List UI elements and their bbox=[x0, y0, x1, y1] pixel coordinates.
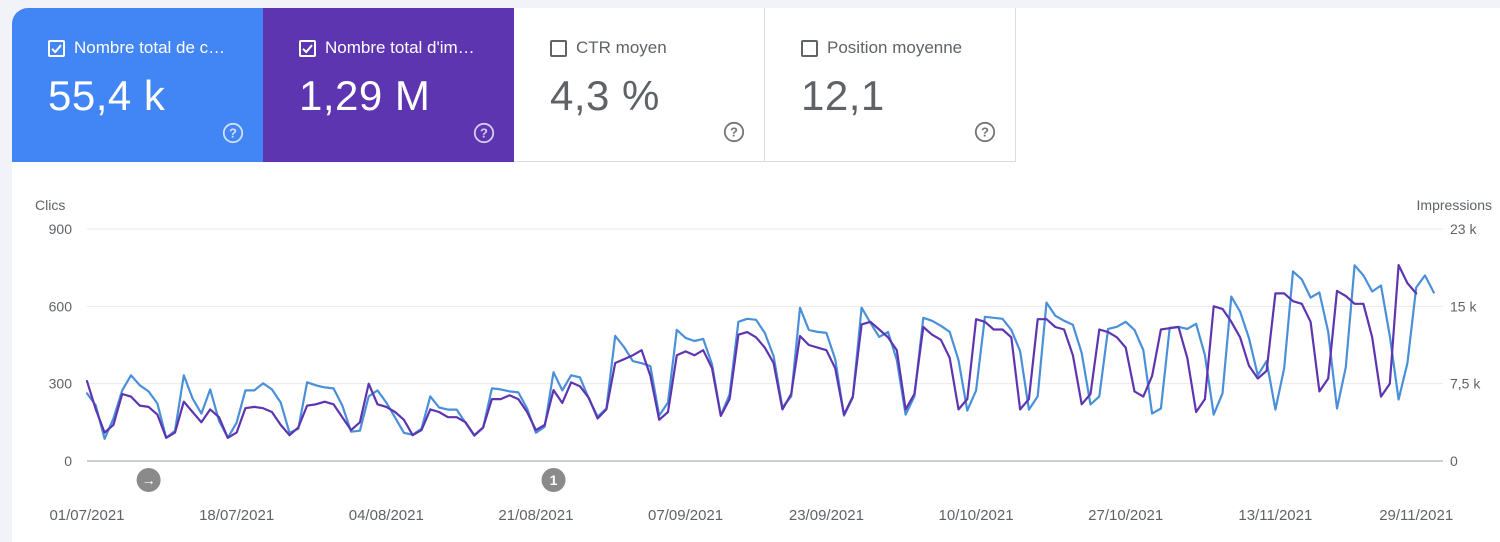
checkbox-icon[interactable] bbox=[550, 39, 567, 57]
checkmark-icon bbox=[302, 44, 313, 53]
help-icon[interactable]: ? bbox=[974, 121, 996, 143]
x-tick-label: 01/07/2021 bbox=[49, 507, 124, 524]
metric-value: 4,3 % bbox=[550, 72, 660, 119]
x-tick-label: 27/10/2021 bbox=[1088, 507, 1163, 524]
annotation-marker[interactable]: 1 bbox=[541, 468, 566, 492]
y-left-tick-label: 0 bbox=[64, 453, 72, 469]
metric-value: 12,1 bbox=[801, 72, 885, 119]
metric-card-average-ctr[interactable]: CTR moyen 4,3 % ? bbox=[514, 8, 765, 162]
checkbox-icon[interactable] bbox=[299, 39, 316, 57]
svg-text:?: ? bbox=[730, 125, 738, 140]
y-right-tick-label: 23 k bbox=[1450, 221, 1477, 237]
metric-cards: Nombre total de c… 55,4 k ? Nombre total… bbox=[12, 8, 1016, 162]
annotation-marker[interactable]: → bbox=[136, 468, 161, 492]
checkmark-icon bbox=[51, 44, 62, 53]
help-icon[interactable]: ? bbox=[473, 122, 495, 144]
checkbox-icon[interactable] bbox=[801, 39, 818, 57]
help-icon[interactable]: ? bbox=[222, 122, 244, 144]
y-axis-right-title: Impressions bbox=[1417, 197, 1492, 213]
annotation-marker-circle bbox=[541, 468, 566, 492]
metric-card-average-position[interactable]: Position moyenne 12,1 ? bbox=[765, 8, 1016, 162]
x-tick-label: 18/07/2021 bbox=[199, 507, 274, 524]
annotation-marker-circle bbox=[136, 468, 161, 492]
x-tick-label: 13/11/2021 bbox=[1238, 507, 1312, 524]
x-tick-label: 04/08/2021 bbox=[349, 507, 424, 524]
y-axis-left-title: Clics bbox=[35, 197, 65, 213]
annotation-marker-label: 1 bbox=[550, 472, 558, 488]
y-left-tick-label: 300 bbox=[49, 376, 73, 392]
y-left-tick-label: 600 bbox=[49, 298, 73, 314]
annotation-marker-label: → bbox=[142, 472, 156, 488]
y-right-tick-label: 0 bbox=[1450, 453, 1458, 469]
series-line-clics bbox=[85, 264, 1418, 439]
x-tick-label: 21/08/2021 bbox=[498, 507, 573, 524]
checkbox-icon[interactable] bbox=[48, 39, 65, 57]
metric-value: 55,4 k bbox=[48, 72, 166, 119]
y-right-tick-label: 7,5 k bbox=[1450, 376, 1481, 392]
metric-card-total-impressions[interactable]: Nombre total d'im… 1,29 M ? bbox=[263, 8, 514, 162]
svg-text:?: ? bbox=[480, 126, 488, 141]
svg-text:?: ? bbox=[981, 125, 989, 140]
y-right-tick-label: 15 k bbox=[1450, 298, 1477, 314]
metric-card-total-clicks[interactable]: Nombre total de c… 55,4 k ? bbox=[12, 8, 263, 162]
x-tick-label: 10/10/2021 bbox=[939, 507, 1014, 524]
x-tick-label: 29/11/2021 bbox=[1379, 507, 1453, 524]
svg-text:?: ? bbox=[229, 126, 237, 141]
series-line-impressions bbox=[85, 264, 1435, 440]
help-icon[interactable]: ? bbox=[723, 121, 745, 143]
y-left-tick-label: 900 bbox=[49, 221, 73, 237]
x-tick-label: 23/09/2021 bbox=[789, 507, 864, 524]
metric-value: 1,29 M bbox=[299, 72, 431, 119]
x-tick-label: 07/09/2021 bbox=[648, 507, 723, 524]
